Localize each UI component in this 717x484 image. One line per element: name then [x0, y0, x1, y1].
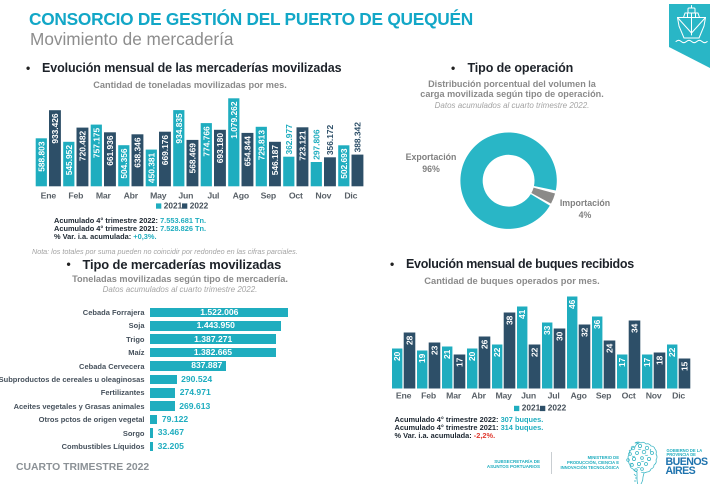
svg-text:720.482: 720.482 — [78, 130, 88, 161]
svg-text:Oct: Oct — [289, 191, 303, 201]
svg-text:Nov: Nov — [646, 391, 662, 401]
svg-text:Ene: Ene — [41, 191, 57, 201]
svg-text:17: 17 — [455, 357, 465, 367]
svg-text:Jul: Jul — [548, 391, 560, 401]
svg-text:2022: 2022 — [548, 403, 567, 413]
svg-text:Ene: Ene — [396, 391, 412, 401]
svg-text:2021: 2021 — [164, 200, 183, 210]
svg-text:46: 46 — [567, 299, 577, 309]
svg-text:Jun: Jun — [521, 391, 536, 401]
svg-text:Sep: Sep — [596, 391, 611, 401]
svg-text:19: 19 — [417, 353, 427, 363]
svg-text:Dic: Dic — [672, 391, 685, 401]
svg-text:Ago: Ago — [570, 391, 586, 401]
svg-text:33: 33 — [542, 325, 552, 335]
svg-text:588.803: 588.803 — [36, 141, 46, 172]
svg-text:Sep: Sep — [261, 191, 276, 201]
svg-text:545.952: 545.952 — [64, 145, 74, 176]
svg-text:450.381: 450.381 — [146, 152, 156, 183]
svg-text:18: 18 — [655, 355, 665, 365]
svg-text:23: 23 — [430, 345, 440, 355]
svg-text:2022: 2022 — [190, 200, 209, 210]
svg-text:388.342: 388.342 — [352, 122, 362, 153]
svg-text:Mar: Mar — [446, 391, 462, 401]
svg-text:21: 21 — [442, 349, 452, 359]
svg-text:32: 32 — [580, 327, 590, 337]
svg-text:28: 28 — [405, 335, 415, 345]
svg-text:Feb: Feb — [421, 391, 436, 401]
svg-text:17: 17 — [642, 357, 652, 367]
svg-text:774.766: 774.766 — [201, 126, 211, 157]
svg-text:661.936: 661.936 — [105, 135, 115, 166]
svg-text:22: 22 — [530, 347, 540, 357]
svg-text:757.175: 757.175 — [91, 127, 101, 158]
svg-text:Abr: Abr — [124, 191, 139, 201]
svg-text:Abr: Abr — [471, 391, 486, 401]
svg-text:693.180: 693.180 — [215, 133, 225, 164]
svg-text:20: 20 — [392, 351, 402, 361]
svg-text:May: May — [495, 391, 512, 401]
svg-text:Mar: Mar — [96, 191, 112, 201]
svg-text:356.172: 356.172 — [325, 124, 335, 155]
svg-text:41: 41 — [517, 309, 527, 319]
svg-text:May: May — [150, 191, 167, 201]
svg-text:2021: 2021 — [522, 403, 541, 413]
svg-text:Oct: Oct — [622, 391, 636, 401]
svg-text:934.835: 934.835 — [174, 113, 184, 144]
svg-text:22: 22 — [492, 347, 502, 357]
svg-text:362.977: 362.977 — [284, 124, 294, 155]
svg-text:546.187: 546.187 — [270, 145, 280, 176]
svg-text:Nov: Nov — [315, 191, 331, 201]
svg-text:34: 34 — [630, 323, 640, 333]
svg-text:36: 36 — [592, 319, 602, 329]
svg-text:Jun: Jun — [178, 191, 193, 201]
svg-text:654.844: 654.844 — [242, 136, 252, 167]
svg-text:1.079.262: 1.079.262 — [229, 101, 239, 139]
svg-text:26: 26 — [480, 339, 490, 349]
svg-text:638.346: 638.346 — [132, 137, 142, 168]
svg-text:504.356: 504.356 — [119, 148, 129, 179]
svg-text:723.121: 723.121 — [297, 130, 307, 161]
svg-text:Dic: Dic — [344, 191, 357, 201]
svg-text:17: 17 — [617, 357, 627, 367]
svg-text:669.176: 669.176 — [160, 135, 170, 166]
svg-text:20: 20 — [467, 351, 477, 361]
svg-text:Ago: Ago — [233, 191, 249, 201]
svg-text:22: 22 — [667, 347, 677, 357]
svg-text:Feb: Feb — [68, 191, 83, 201]
svg-text:297.806: 297.806 — [311, 129, 321, 160]
svg-text:502.693: 502.693 — [339, 148, 349, 179]
svg-text:Jul: Jul — [207, 191, 219, 201]
svg-text:24: 24 — [605, 343, 615, 353]
svg-text:933.426: 933.426 — [50, 113, 60, 144]
svg-text:38: 38 — [505, 315, 515, 325]
svg-text:30: 30 — [555, 331, 565, 341]
svg-text:568.469: 568.469 — [187, 143, 197, 174]
svg-text:15: 15 — [680, 361, 690, 371]
svg-text:729.813: 729.813 — [256, 130, 266, 161]
